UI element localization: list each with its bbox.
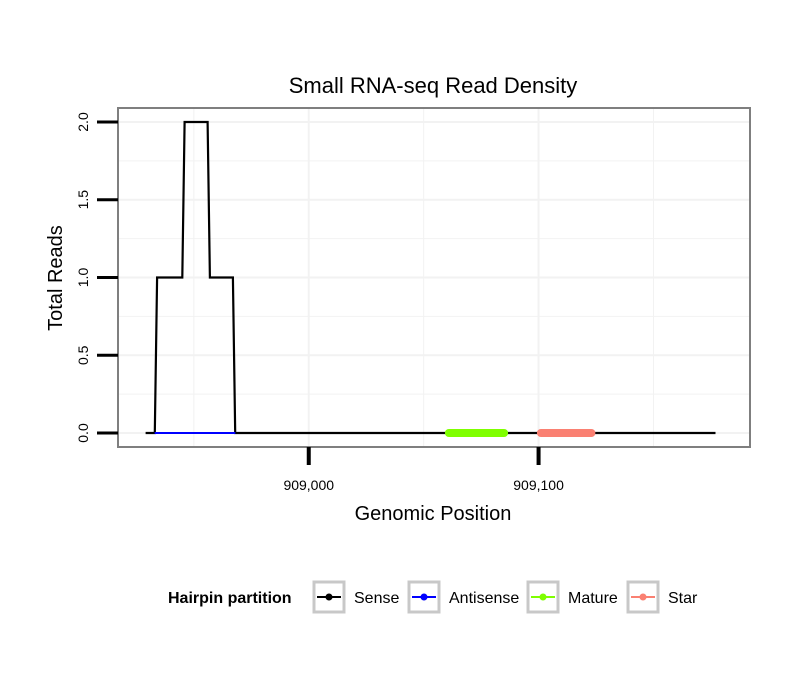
legend-label-sense: Sense xyxy=(354,590,399,607)
y-axis: 0.0 0.5 1.0 1.5 2.0 xyxy=(75,112,118,443)
legend-entries: Sense Antisense Mature Star xyxy=(312,580,698,614)
legend-key-point xyxy=(639,593,647,601)
y-tick-label: 1.5 xyxy=(75,190,91,210)
legend-title: Hairpin partition xyxy=(168,590,292,607)
x-tick-label: 909,100 xyxy=(513,477,564,493)
chart-title: Small RNA-seq Read Density xyxy=(289,73,578,98)
series-layer xyxy=(145,120,716,437)
legend: Hairpin partition Sense Antisense Mature St… xyxy=(168,580,698,614)
legend-item-mature: Mature xyxy=(526,580,618,614)
y-tick-label: 1.0 xyxy=(75,268,91,288)
legend-label-star: Star xyxy=(668,590,698,607)
legend-item-antisense: Antisense xyxy=(407,580,519,614)
legend-label-mature: Mature xyxy=(568,590,618,607)
series-line-sense xyxy=(145,120,716,435)
y-axis-label: Total Reads xyxy=(45,225,67,331)
legend-key-point xyxy=(539,593,547,601)
y-tick-label: 2.0 xyxy=(75,112,91,132)
legend-label-antisense: Antisense xyxy=(449,590,519,607)
y-tick-label: 0.0 xyxy=(75,423,91,443)
x-tick-label: 909,000 xyxy=(283,477,334,493)
legend-key-point xyxy=(420,593,428,601)
legend-key-point xyxy=(325,593,333,601)
y-tick-label: 0.5 xyxy=(75,345,91,365)
legend-item-sense: Sense xyxy=(312,580,399,614)
legend-item-star: Star xyxy=(626,580,698,614)
plot-panel xyxy=(117,107,751,448)
x-axis-label: Genomic Position xyxy=(355,503,512,525)
x-axis: 909,000 909,100 xyxy=(283,447,564,493)
